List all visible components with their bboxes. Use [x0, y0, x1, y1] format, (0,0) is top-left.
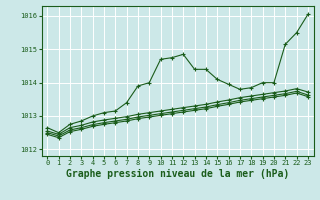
X-axis label: Graphe pression niveau de la mer (hPa): Graphe pression niveau de la mer (hPa) [66, 169, 289, 179]
